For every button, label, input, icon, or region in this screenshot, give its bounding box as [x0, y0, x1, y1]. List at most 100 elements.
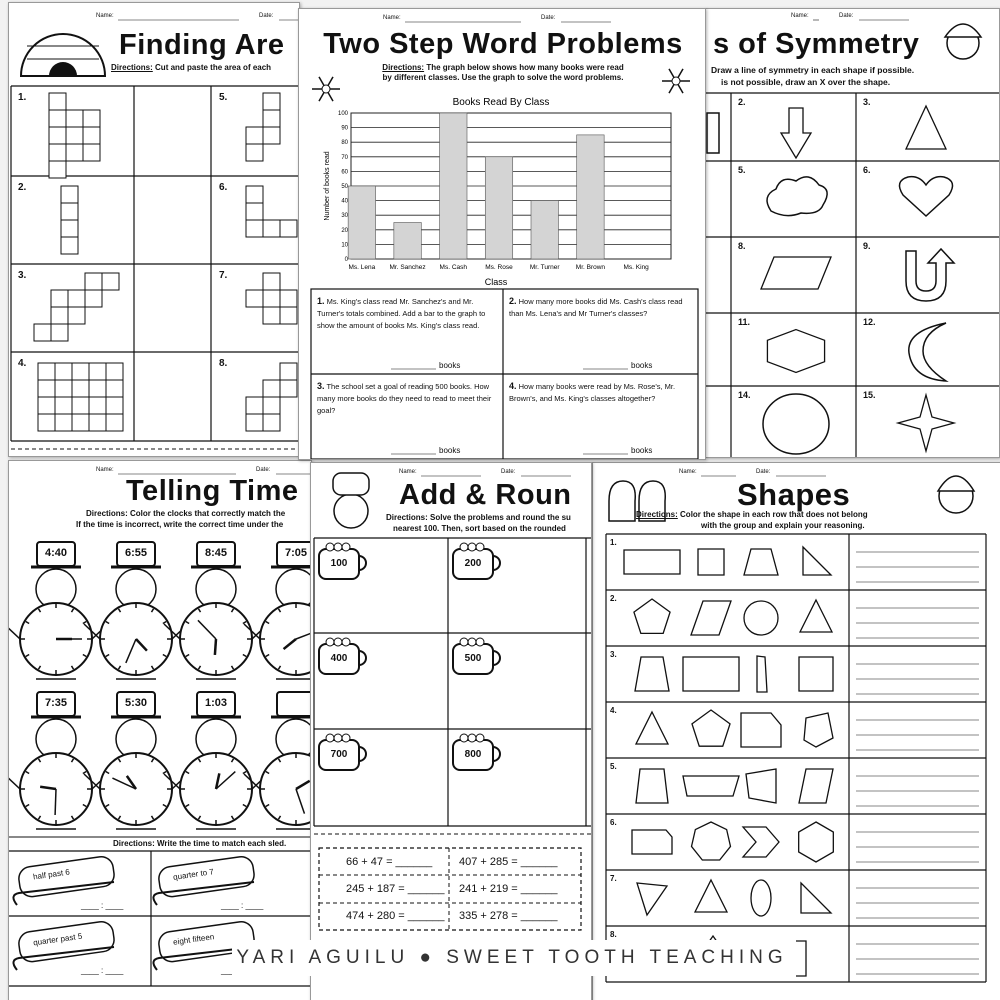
arrow	[779, 107, 813, 160]
directions-text: is not possible, draw an X over the shap…	[721, 77, 891, 87]
rule	[112, 777, 137, 790]
igloo	[19, 33, 107, 77]
date-label: Date:	[256, 467, 271, 473]
mug-label: 400	[330, 653, 348, 664]
equation: 407 + 285 = ______	[459, 856, 558, 868]
item-number: 7.	[610, 874, 617, 883]
equation-box	[318, 847, 582, 931]
rule	[242, 803, 247, 808]
mug-label: 500	[464, 653, 482, 664]
date-label: Date:	[501, 469, 516, 475]
y-tick-label: 40	[341, 199, 348, 205]
bar	[439, 112, 468, 260]
rule	[25, 620, 30, 625]
shape	[690, 600, 732, 636]
answer-unit: books	[631, 446, 653, 455]
answer-blank: ____ : ____	[81, 901, 124, 910]
area-square	[54, 396, 73, 415]
area-square	[65, 109, 84, 128]
rule	[25, 803, 30, 808]
sled-runner	[12, 946, 115, 971]
rule	[70, 608, 75, 613]
shape	[691, 709, 731, 747]
area-square	[262, 379, 281, 398]
mug-label: 700	[330, 749, 348, 760]
star	[895, 392, 957, 454]
area-square	[245, 219, 264, 238]
marshmallow	[341, 542, 351, 552]
rule	[9, 627, 21, 640]
rule	[70, 758, 75, 763]
bar	[347, 185, 376, 260]
rule	[83, 773, 101, 790]
bar	[393, 222, 422, 260]
item-number: 9.	[863, 241, 871, 251]
question: 4. How many books were read by Ms. Rose'…	[509, 380, 689, 405]
hat	[276, 691, 311, 717]
igloo-door	[49, 62, 77, 76]
date-label: Date:	[541, 15, 556, 21]
clock-time: 5:30	[124, 697, 148, 709]
item-number: 6.	[219, 182, 228, 193]
directions: Directions: The graph below shows how ma…	[299, 63, 705, 72]
rule	[125, 638, 137, 664]
shape	[803, 712, 834, 748]
marshmallow	[325, 637, 335, 647]
item-number: 1.	[610, 538, 617, 547]
item-number: 3.	[863, 97, 871, 107]
rule	[162, 803, 167, 808]
x-tick-label: Ms. Lena	[348, 264, 375, 271]
area-square	[71, 362, 90, 381]
worksheet: Name: Date: Finding Are Directions: Cut and…	[8, 2, 300, 457]
chart-title: Books Read By Class	[453, 97, 550, 108]
shape	[798, 768, 834, 804]
shape	[631, 829, 673, 855]
x-tick-label: Mr. Turner	[530, 264, 560, 271]
area-square	[65, 143, 84, 162]
mug-label: 200	[464, 558, 482, 569]
area-square	[48, 160, 67, 179]
rule	[37, 758, 42, 763]
shape	[756, 655, 768, 693]
name-label: Name:	[383, 15, 401, 21]
y-tick-label: 60	[341, 169, 348, 175]
marshmallow	[459, 637, 469, 647]
heart	[898, 175, 954, 218]
title: Telling Time	[126, 475, 299, 507]
triangle	[904, 104, 948, 150]
marshmallow	[475, 637, 485, 647]
rule	[105, 770, 110, 775]
area-square	[37, 396, 56, 415]
directions-text: The graph below shows how many books wer…	[426, 63, 624, 72]
rule	[213, 638, 218, 656]
directions-text: Directions: Color the clocks that correc…	[86, 509, 286, 518]
shape	[690, 821, 732, 861]
x-tick-label: Mr. Brown	[576, 264, 606, 271]
directions-text: nearest 100. Then, sort based on the rou…	[393, 524, 566, 533]
rule	[105, 803, 110, 808]
area-square	[48, 92, 67, 111]
kid-hat	[332, 472, 370, 496]
question-number: 4.	[509, 381, 517, 391]
worksheet: Name: Date: Shapes Directions: Color the sh…	[592, 462, 1000, 1000]
rule	[185, 620, 190, 625]
rule	[54, 788, 57, 816]
directions-text: Cut and paste the area of each	[155, 63, 272, 72]
shape	[796, 940, 807, 977]
clock-time: 7:35	[44, 697, 68, 709]
name-label: Name:	[791, 13, 809, 19]
item-number: 2.	[738, 97, 746, 107]
area-square	[262, 109, 281, 128]
sled	[158, 855, 255, 898]
mug-label: 800	[464, 749, 482, 760]
date-label: Date:	[259, 13, 274, 19]
shape	[623, 549, 681, 575]
item-number: 2.	[610, 594, 617, 603]
shape	[682, 775, 740, 797]
question: 2. How many more books did Ms. Cash's cl…	[509, 295, 689, 320]
name-label: Name:	[96, 467, 114, 473]
shape	[635, 768, 669, 804]
y-tick-label: 80	[341, 140, 348, 146]
area-square	[54, 413, 73, 432]
kid-hat	[936, 475, 976, 492]
